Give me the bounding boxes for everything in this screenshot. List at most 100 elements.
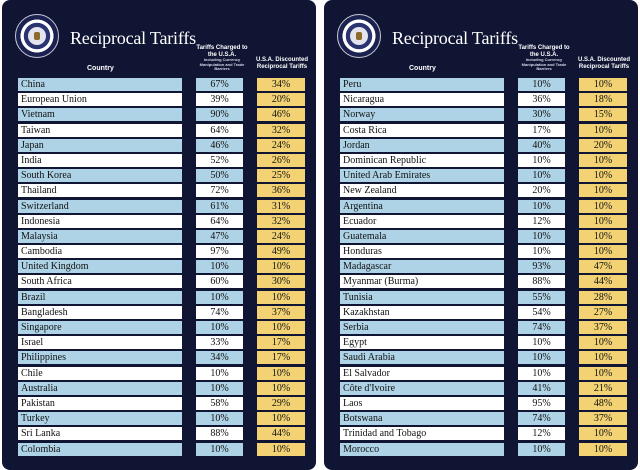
charged-tariff-cell: 88% [518,275,565,289]
country-cell: Botswana [340,412,504,426]
charged-tariff-cell: 61% [196,199,243,213]
board-title: Reciprocal Tariffs [70,28,196,48]
board-title: Reciprocal Tariffs [392,28,518,48]
charged-tariff-cell: 10% [196,381,243,395]
discounted-tariff-cell: 15% [579,108,627,122]
country-cell: Vietnam [18,108,182,122]
discounted-tariff-cell: 25% [257,169,305,183]
table-row: Taiwan 64% 32% [2,123,316,138]
discounted-tariff-cell: 26% [257,153,305,167]
country-cell: Pakistan [18,396,182,410]
country-cell: Malaysia [18,229,182,243]
country-cell: Philippines [18,351,182,365]
discounted-tariff-cell: 10% [579,351,627,365]
discounted-tariff-cell: 10% [579,169,627,183]
country-cell: Jordan [340,138,504,152]
charged-tariff-cell: 12% [518,427,565,441]
table-row: Kazakhstan 54% 27% [324,305,638,320]
country-cell: Cambodia [18,245,182,259]
table-row: Ecuador 12% 10% [324,214,638,229]
presidential-seal-icon [337,14,381,58]
table-row: Brazil 10% 10% [2,290,316,305]
charged-tariff-cell: 10% [196,321,243,334]
country-cell: Honduras [340,245,504,259]
table-row: Jordan 40% 20% [324,138,638,153]
country-cell: Chile [18,366,182,380]
country-cell: India [18,153,182,167]
charged-tariff-cell: 40% [518,138,565,152]
table-row: Japan 46% 24% [2,138,316,153]
country-cell: Thailand [18,184,182,198]
charged-tariff-cell: 10% [196,412,243,426]
charged-tariff-cell: 39% [196,93,243,107]
table-row: United Arab Emirates 10% 10% [324,168,638,183]
country-cell: Japan [18,138,182,152]
discounted-tariff-cell: 48% [579,396,627,410]
country-cell: Egypt [340,336,504,350]
country-cell: Brazil [18,290,182,304]
table-row: Dominican Republic 10% 10% [324,153,638,168]
table-row: Morocco 10% 10% [324,442,638,457]
discounted-tariff-cell: 10% [579,229,627,243]
charged-tariff-cell: 74% [518,321,565,334]
discounted-tariff-cell: 10% [579,199,627,213]
charged-tariff-cell: 34% [196,351,243,365]
charged-tariff-cell: 74% [518,412,565,426]
table-row: Singapore 10% 10% [2,320,316,335]
country-cell: Myanmar (Burma) [340,275,504,289]
charged-tariff-cell: 10% [518,229,565,243]
discounted-tariff-cell: 47% [579,260,627,274]
discounted-tariff-cell: 10% [257,290,305,304]
table-row: Argentina 10% 10% [324,199,638,214]
table-row: Turkey 10% 10% [2,411,316,426]
table-row: Malaysia 47% 24% [2,229,316,244]
charged-tariff-cell: 52% [196,153,243,167]
charged-tariff-cell: 64% [196,123,243,137]
country-cell: Guatemala [340,229,504,243]
country-cell: Sri Lanka [18,427,182,441]
tariff-table-left: China 67% 34% European Union 39% 20% Vietnam 90… [2,77,316,457]
discounted-tariff-cell: 10% [579,336,627,350]
header-charged-sub: Including Currency Manipulation and Trad… [199,57,245,71]
discounted-tariff-cell: 10% [257,412,305,426]
discounted-tariff-cell: 20% [257,93,305,107]
header-discounted: U.S.A. Discounted Reciprocal Tariffs [255,57,308,70]
discounted-tariff-cell: 37% [579,412,627,426]
discounted-tariff-cell: 30% [257,275,305,289]
country-cell: Bangladesh [18,305,182,319]
table-row: United Kingdom 10% 10% [2,259,316,274]
charged-tariff-cell: 72% [196,184,243,198]
header-discounted: U.S.A. Discounted Reciprocal Tariffs [577,57,630,70]
discounted-tariff-cell: 10% [579,427,627,441]
country-cell: United Arab Emirates [340,169,504,183]
country-cell: Morocco [340,442,504,456]
table-row: Madagascar 93% 47% [324,259,638,274]
charged-tariff-cell: 54% [518,305,565,319]
charged-tariff-cell: 10% [196,260,243,274]
discounted-tariff-cell: 10% [579,123,627,137]
discounted-tariff-cell: 10% [257,442,305,456]
charged-tariff-cell: 46% [196,138,243,152]
discounted-tariff-cell: 28% [579,290,627,304]
charged-tariff-cell: 10% [518,78,565,91]
country-cell: Peru [340,78,504,91]
discounted-tariff-cell: 21% [579,381,627,395]
table-row: Laos 95% 48% [324,396,638,411]
charged-tariff-cell: 60% [196,275,243,289]
header-charged-sub: Including Currency Manipulation and Trad… [521,57,567,71]
header-charged: Tariffs Charged to the U.S.A. Including … [514,45,574,72]
tariff-board-left: Reciprocal Tariffs Country Tariffs Charg… [2,0,316,470]
discounted-tariff-cell: 31% [257,199,305,213]
presidential-seal-icon [15,14,59,58]
discounted-tariff-cell: 10% [257,321,305,334]
table-row: India 52% 26% [2,153,316,168]
table-row: Chile 10% 10% [2,366,316,381]
charged-tariff-cell: 10% [518,351,565,365]
discounted-tariff-cell: 10% [257,366,305,380]
country-cell: European Union [18,93,182,107]
country-cell: Serbia [340,321,504,334]
table-row: Egypt 10% 10% [324,335,638,350]
discounted-tariff-cell: 10% [579,184,627,198]
table-row: Thailand 72% 36% [2,183,316,198]
charged-tariff-cell: 10% [518,245,565,259]
